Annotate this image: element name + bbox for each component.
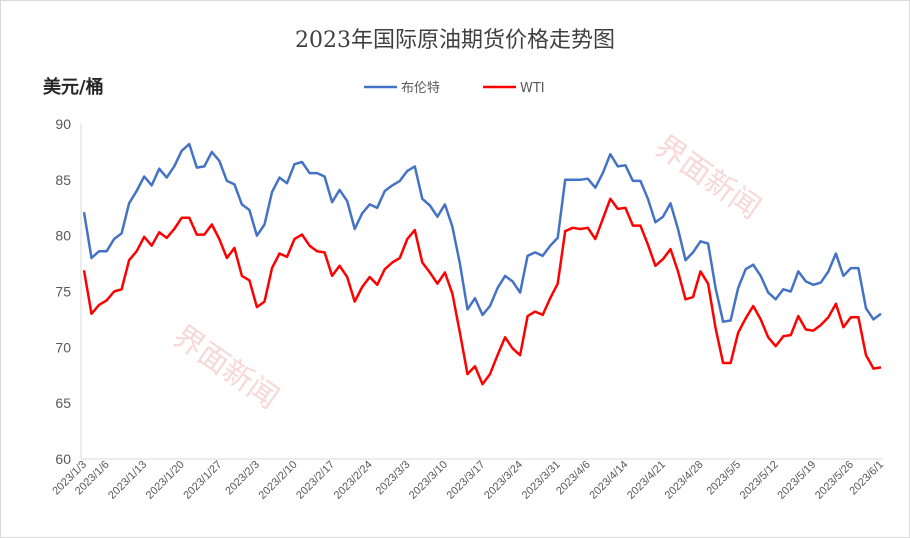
y-tick-label: 70 [55,339,71,355]
x-tick-label: 2023/5/26 [813,459,856,502]
y-tick-label: 85 [55,172,71,188]
series-line-brent [82,142,882,323]
x-tick-label: 2023/3/3 [374,459,413,498]
x-tick-label: 2023/2/24 [332,459,375,502]
y-axis-unit: 美元/桶 [43,76,104,98]
x-tick-label: 2023/4/21 [625,459,668,502]
legend-label-brent: 布伦特 [401,81,440,96]
x-tick-label: 2023/4/14 [587,459,630,502]
legend-label-wti: WTI [520,81,545,96]
x-tick-label: 2023/3/10 [407,459,450,502]
x-axis-ticks: 2023/1/32023/1/62023/1/132023/1/202023/1… [50,459,886,502]
x-tick-label: 2023/3/31 [520,459,563,502]
x-tick-label: 2023/5/19 [775,459,818,502]
x-tick-label: 2023/5/12 [738,459,781,502]
y-tick-label: 60 [55,451,71,467]
y-tick-label: 65 [55,395,71,411]
x-tick-label: 2023/1/20 [144,459,187,502]
x-tick-label: 2023/5/5 [704,459,743,498]
x-tick-label: 2023/3/17 [445,459,488,502]
watermark-bottom-left: 界面新闻 [166,319,284,416]
y-axis-ticks: 60 65 70 75 80 85 90 [55,116,71,467]
chart-title: 2023年国际原油期货价格走势图 [295,28,615,53]
x-tick-label: 2023/4/28 [663,459,706,502]
series-line-wti [82,197,882,386]
x-tick-label: 2023/1/27 [181,459,224,502]
y-tick-label: 80 [55,228,71,244]
x-tick-label: 2023/1/13 [106,459,149,502]
x-tick-label: 2023/2/10 [257,459,300,502]
x-tick-label: 2023/2/17 [294,459,337,502]
x-tick-label: 2023/2/3 [223,459,262,498]
y-tick-label: 75 [55,284,71,300]
legend: 布伦特 WTI [364,81,545,96]
x-tick-label: 2023/3/24 [482,459,525,502]
y-tick-label: 90 [55,116,71,132]
series-layer [82,142,882,386]
